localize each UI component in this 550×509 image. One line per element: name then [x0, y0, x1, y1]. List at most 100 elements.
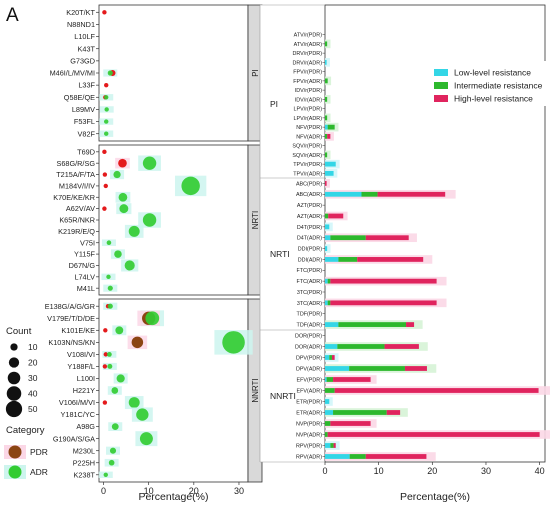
x-tick-label: 0	[322, 466, 327, 476]
adr-point	[181, 176, 200, 196]
y-tick-label: K43T	[78, 44, 96, 53]
legend-count-dot	[5, 400, 23, 418]
adr-point	[107, 363, 113, 369]
bar-segment-low	[325, 246, 328, 251]
bar-segment-intermediate	[327, 278, 331, 284]
y-tick-label: 3TC(PDR)	[297, 290, 322, 296]
pdr-point	[103, 352, 108, 357]
adr-point	[222, 331, 245, 354]
y-tick-label: RPV(PDR)	[296, 443, 322, 449]
bar-segment-high	[384, 344, 419, 349]
y-tick-label: H221Y	[73, 386, 95, 395]
pdr-point	[102, 172, 108, 177]
y-tick-label: EFV(ADR)	[297, 388, 323, 394]
bar-segment-intermediate	[325, 41, 328, 47]
pdr-point	[102, 206, 107, 211]
y-tick-label: L74LV	[74, 272, 95, 281]
bar-halo	[325, 76, 332, 86]
pdr-point	[103, 183, 108, 189]
bar-segment-low	[325, 124, 328, 130]
legend-count-label: 10	[28, 342, 38, 352]
bar-segment-low	[325, 170, 334, 176]
y-tick-label: ATV/r(PDR)	[294, 33, 323, 39]
bar-segment-intermediate	[338, 257, 358, 262]
pdr-point	[102, 10, 107, 15]
y-tick-label: E138G/A/G/GR	[45, 302, 95, 311]
y-tick-label: DRV/r(PDR)	[292, 51, 322, 57]
y-tick-label: V106I/M/VI	[59, 398, 95, 407]
adr-point	[104, 107, 109, 112]
y-tick-label: Y181C/YC	[61, 410, 95, 419]
bar-segment-low	[325, 410, 334, 415]
y-tick-label: ETR(PDR)	[296, 399, 322, 405]
bar-segment-intermediate	[333, 410, 387, 415]
y-tick-label: FPV/r(ADR)	[293, 79, 322, 85]
bar-segment-high	[334, 388, 539, 393]
panel-a-bubble-chart: PI K20T/KT N88ND1 L10LF K43T G73GD M46I/L/MV/M…	[45, 4, 263, 503]
bar-halo	[325, 113, 331, 123]
bar-segment-intermediate	[330, 443, 334, 448]
bar-segment-high	[327, 432, 540, 437]
bar-halo	[325, 58, 330, 67]
bar-segment-low	[325, 355, 330, 360]
bar-segment-low	[325, 278, 328, 284]
y-tick-label: ABC(PDR)	[296, 181, 322, 187]
adr-point	[118, 192, 128, 202]
bar-segment-intermediate	[325, 96, 328, 102]
y-tick-label: L100I	[77, 374, 95, 383]
y-tick-label: K65R/NKR	[59, 216, 95, 225]
x-tick-label: 40	[535, 466, 545, 476]
legend-resistance-key	[434, 82, 448, 89]
y-tick-label: V75I	[80, 238, 95, 247]
y-tick-label: FPV/r(PDR)	[293, 70, 322, 76]
adr-point	[114, 250, 122, 258]
bar-segment-low	[325, 322, 339, 327]
panel-a-facet-pi	[98, 4, 249, 142]
bar-segment-low	[325, 366, 350, 371]
y-tick-label: NVP(PDR)	[296, 421, 322, 427]
x-tick-label: 10	[374, 466, 384, 476]
adr-point	[111, 387, 119, 394]
y-tick-label: TDF(PDR)	[297, 312, 323, 318]
bar-segment-intermediate	[325, 152, 328, 158]
legend-count-label: 50	[28, 404, 38, 414]
bar-segment-low	[325, 235, 331, 241]
panel-b-group-label: NRTI	[270, 249, 290, 259]
x-tick-label: 10	[144, 486, 154, 496]
bar-segment-high	[330, 421, 371, 426]
bar-segment-low	[325, 257, 339, 262]
y-tick-label: DOR(PDR)	[295, 333, 322, 339]
adr-point	[109, 447, 117, 454]
y-tick-label: TDF(ADR)	[297, 322, 323, 328]
legend-resistance-box	[429, 61, 546, 106]
y-tick-label: V82F	[78, 129, 96, 138]
y-tick-label: K101E/KE	[61, 326, 95, 335]
bar-segment-high	[331, 355, 335, 360]
adr-point	[104, 131, 109, 136]
bar-segment-intermediate	[325, 115, 328, 121]
adr-point	[104, 119, 109, 124]
y-tick-label: P225H	[73, 458, 95, 467]
pdr-point	[118, 158, 127, 168]
bar-segment-high	[357, 257, 424, 262]
adr-point	[103, 472, 108, 477]
adr-point	[119, 204, 129, 214]
y-tick-label: L89MV	[72, 105, 95, 114]
y-tick-label: K70E/KE/KR	[53, 193, 95, 202]
bar-segment-high	[325, 181, 327, 186]
legend-count-dot	[7, 371, 21, 385]
bar-segment-high	[333, 443, 336, 448]
y-tick-label: RPV(ADR)	[296, 454, 322, 460]
y-tick-label: SQV/r(ADR)	[292, 153, 322, 159]
y-tick-label: DPV(PDR)	[296, 355, 322, 361]
bar-segment-high	[404, 366, 427, 371]
y-tick-label: NVP(ADR)	[296, 432, 322, 438]
adr-point	[106, 274, 111, 280]
adr-point	[145, 311, 160, 326]
y-tick-label: NFV(ADR)	[296, 134, 322, 140]
y-tick-label: G73GD	[70, 56, 95, 65]
pdr-point	[102, 364, 108, 369]
y-tick-label: A98G	[76, 422, 95, 431]
legend-count-label: 40	[28, 389, 38, 399]
legend-category: Category PDR ADR	[4, 425, 48, 479]
